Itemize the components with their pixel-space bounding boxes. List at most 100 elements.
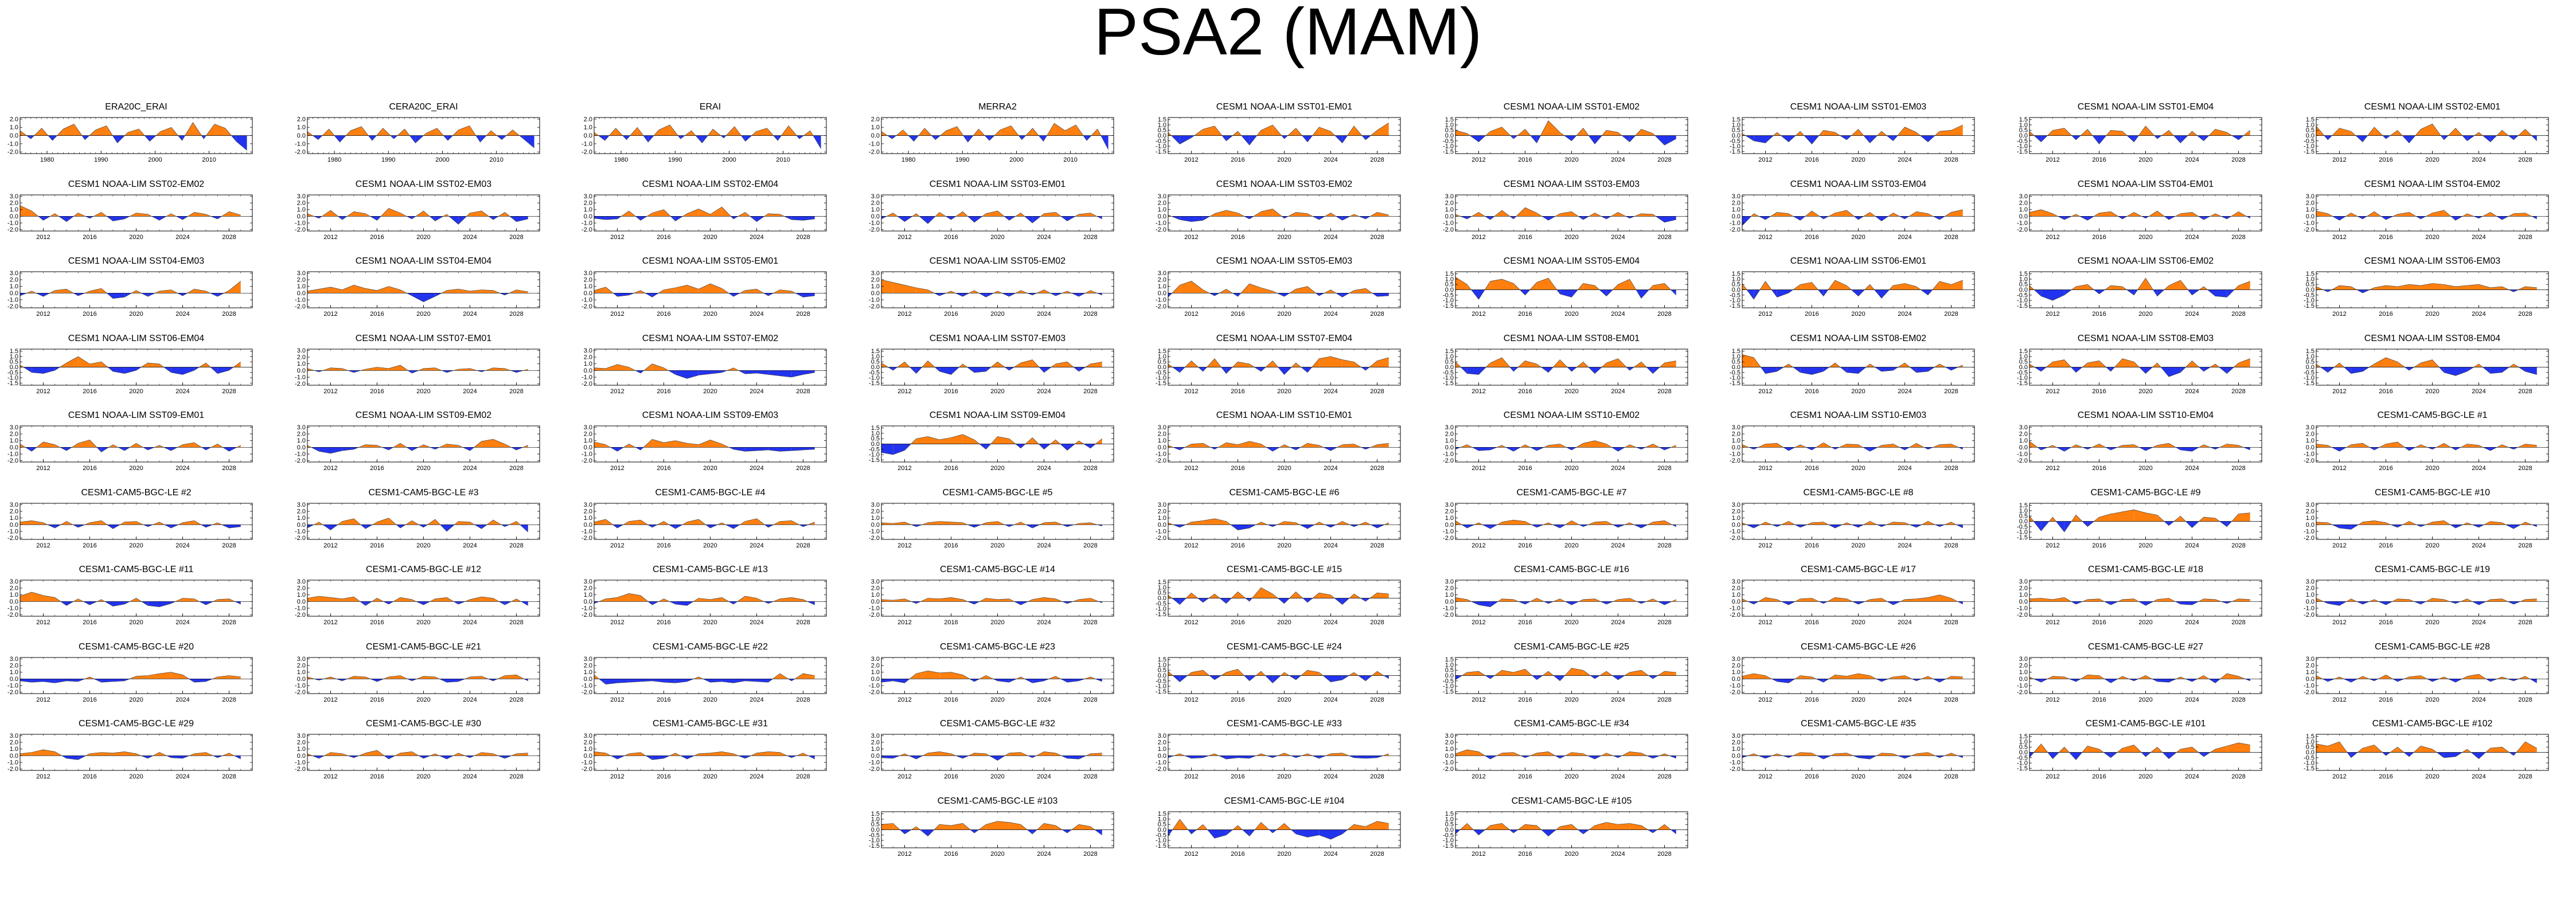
- positive-area: [182, 443, 194, 448]
- negative-area: [1629, 367, 1634, 370]
- positive-area: [2219, 444, 2227, 448]
- x-tick-label: 2012: [2332, 311, 2346, 318]
- chart-panel: CESM1 NOAA-LIM SST05-EM03 3.02.01.00.0-1.…: [1156, 256, 1401, 318]
- positive-area: [365, 367, 377, 370]
- y-tick-label: 1.0: [584, 361, 592, 367]
- positive-area: [606, 364, 618, 370]
- y-tick-label: -1.5: [2017, 379, 2028, 386]
- positive-area: [940, 130, 946, 136]
- y-tick-label: 3.0: [296, 347, 305, 354]
- area-group: [1168, 123, 1389, 146]
- x-tick-label: 2000: [1009, 156, 1023, 163]
- positive-area: [1279, 444, 1285, 448]
- negative-area: [1818, 289, 1824, 296]
- positive-area: [1312, 127, 1320, 136]
- negative-area: [43, 216, 50, 220]
- series-line: [1168, 123, 1389, 146]
- positive-area: [1020, 359, 1032, 367]
- positive-area: [2397, 130, 2403, 136]
- negative-area: [1365, 216, 1371, 219]
- negative-area: [171, 367, 183, 374]
- negative-area: [151, 216, 159, 220]
- negative-area: [210, 367, 218, 374]
- panel-title: CESM1 NOAA-LIM SST02-EM01: [2364, 102, 2501, 112]
- x-tick-label: 2024: [175, 234, 189, 241]
- y-tick-label: 3.0: [1445, 424, 1453, 431]
- y-tick-label: 0.0: [871, 441, 879, 448]
- negative-area: [1519, 289, 1525, 295]
- positive-area: [2316, 444, 2328, 448]
- y-tick-label: 0.0: [10, 364, 18, 371]
- positive-area: [1601, 362, 1606, 367]
- negative-area: [1302, 135, 1307, 142]
- chart-panel: CESM1 NOAA-LIM SST04-EM02 3.02.01.00.0-1.…: [2304, 179, 2549, 241]
- negative-area: [1840, 135, 1847, 140]
- positive-area: [1238, 361, 1250, 367]
- series-line: [594, 439, 815, 452]
- positive-area: [1067, 361, 1074, 367]
- negative-area: [1823, 289, 1828, 296]
- negative-area: [617, 293, 629, 297]
- x-tick-label: 2020: [990, 388, 1004, 395]
- positive-area: [1800, 282, 1812, 290]
- y-tick-label: 2.0: [2306, 199, 2315, 206]
- chart-panel: CESM1 NOAA-LIM SST09-EM01 3.02.01.00.0-1.…: [7, 410, 253, 472]
- y-tick-label: -1.0: [869, 452, 880, 459]
- positive-area: [1742, 354, 1754, 367]
- y-tick-label: -0.5: [2017, 292, 2028, 299]
- positive-area: [1254, 211, 1261, 216]
- chart-panel: CESM1 NOAA-LIM SST08-EM04 1.51.00.50.0-0.…: [2304, 334, 2549, 395]
- negative-area: [710, 370, 722, 374]
- positive-area: [2374, 357, 2386, 367]
- positive-area: [2502, 130, 2509, 136]
- negative-area: [594, 216, 606, 220]
- negative-area: [2219, 367, 2227, 374]
- y-tick-label: 0.0: [871, 213, 879, 220]
- y-tick-label: 2.0: [1445, 199, 1453, 206]
- panel-title: CESM1 NOAA-LIM SST03-EM01: [929, 179, 1065, 189]
- y-tick-label: 0.0: [1732, 444, 1740, 451]
- y-tick-label: -1.0: [1730, 451, 1740, 458]
- y-tick-label: -2.0: [581, 149, 592, 156]
- area-group: [307, 125, 534, 148]
- negative-area: [791, 370, 803, 377]
- positive-area: [353, 285, 365, 293]
- x-tick-label: 2028: [1370, 234, 1384, 241]
- positive-area: [330, 287, 342, 293]
- area-group: [20, 205, 241, 222]
- x-tick-label: 2012: [2046, 311, 2059, 318]
- negative-area: [377, 216, 381, 220]
- y-tick-label: -1.5: [869, 457, 880, 464]
- negative-area: [178, 135, 182, 141]
- negative-area: [1067, 216, 1075, 221]
- y-tick-label: 2.0: [296, 354, 305, 361]
- negative-area: [2531, 135, 2537, 141]
- y-tick-label: 0.0: [1732, 364, 1740, 371]
- positive-area: [1951, 444, 1959, 448]
- positive-area: [691, 130, 696, 136]
- x-tick-label: 2028: [1370, 388, 1384, 395]
- negative-area: [516, 216, 528, 222]
- positive-area: [1501, 357, 1510, 367]
- area-group: [2029, 441, 2250, 452]
- negative-area: [1096, 216, 1102, 219]
- series-line: [881, 279, 1102, 298]
- series-line: [1455, 277, 1676, 300]
- negative-area: [984, 135, 989, 141]
- negative-area: [1307, 367, 1312, 373]
- negative-area: [217, 293, 224, 297]
- positive-area: [2122, 358, 2134, 367]
- chart-panel: CESM1 NOAA-LIM SST01-EM04 1.51.00.50.0-0.…: [2017, 102, 2262, 163]
- x-tick-label: 2016: [83, 388, 96, 395]
- y-tick-label: -1.0: [7, 374, 18, 381]
- positive-area: [904, 361, 910, 367]
- positive-area: [1536, 278, 1548, 290]
- positive-area: [2114, 358, 2122, 367]
- y-tick-label: -1.0: [7, 220, 18, 226]
- series-line: [2029, 358, 2250, 377]
- positive-area: [128, 129, 139, 136]
- y-tick-label: -1.0: [1443, 374, 1454, 381]
- positive-area: [2397, 284, 2409, 290]
- x-tick-label: 2024: [1611, 234, 1625, 241]
